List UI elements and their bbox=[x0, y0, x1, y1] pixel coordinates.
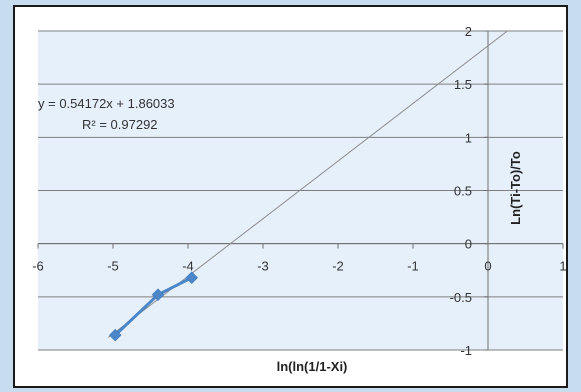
data-point bbox=[151, 288, 165, 302]
y-axis-title: Ln(Ti-To)/To bbox=[508, 151, 523, 225]
x-axis-title: ln(ln(1/1-Xi) bbox=[277, 359, 348, 374]
y-tick-label: 0.5 bbox=[454, 184, 472, 199]
y-tick-label: -1 bbox=[460, 343, 472, 358]
x-tick-label: -6 bbox=[32, 259, 44, 274]
x-tick-labels: -6 -5 -4 -3 -2 -1 0 1 bbox=[32, 243, 567, 274]
x-tick-label: -5 bbox=[107, 259, 119, 274]
r-squared-label: R² = 0.97292 bbox=[82, 117, 158, 132]
y-tick-label: 1 bbox=[465, 130, 472, 145]
x-tick-label: 0 bbox=[484, 259, 491, 274]
y-tick-label: 2 bbox=[465, 24, 472, 39]
data-point bbox=[108, 328, 122, 342]
x-tick-label: -3 bbox=[257, 259, 269, 274]
x-tick-label: 1 bbox=[559, 259, 566, 274]
y-tick-label: 0 bbox=[465, 237, 472, 252]
y-tick-labels: -1 -0.5 0 0.5 1 1.5 2 bbox=[450, 24, 488, 358]
x-tick-label: -4 bbox=[182, 259, 194, 274]
y-tick-label: -0.5 bbox=[450, 290, 472, 305]
x-tick-label: -2 bbox=[332, 259, 344, 274]
x-tick-label: -1 bbox=[407, 259, 419, 274]
data-points bbox=[108, 271, 199, 342]
y-tick-label: 1.5 bbox=[454, 77, 472, 92]
trendline-equation: y = 0.54172x + 1.86033 bbox=[38, 96, 175, 111]
data-point bbox=[185, 271, 199, 285]
